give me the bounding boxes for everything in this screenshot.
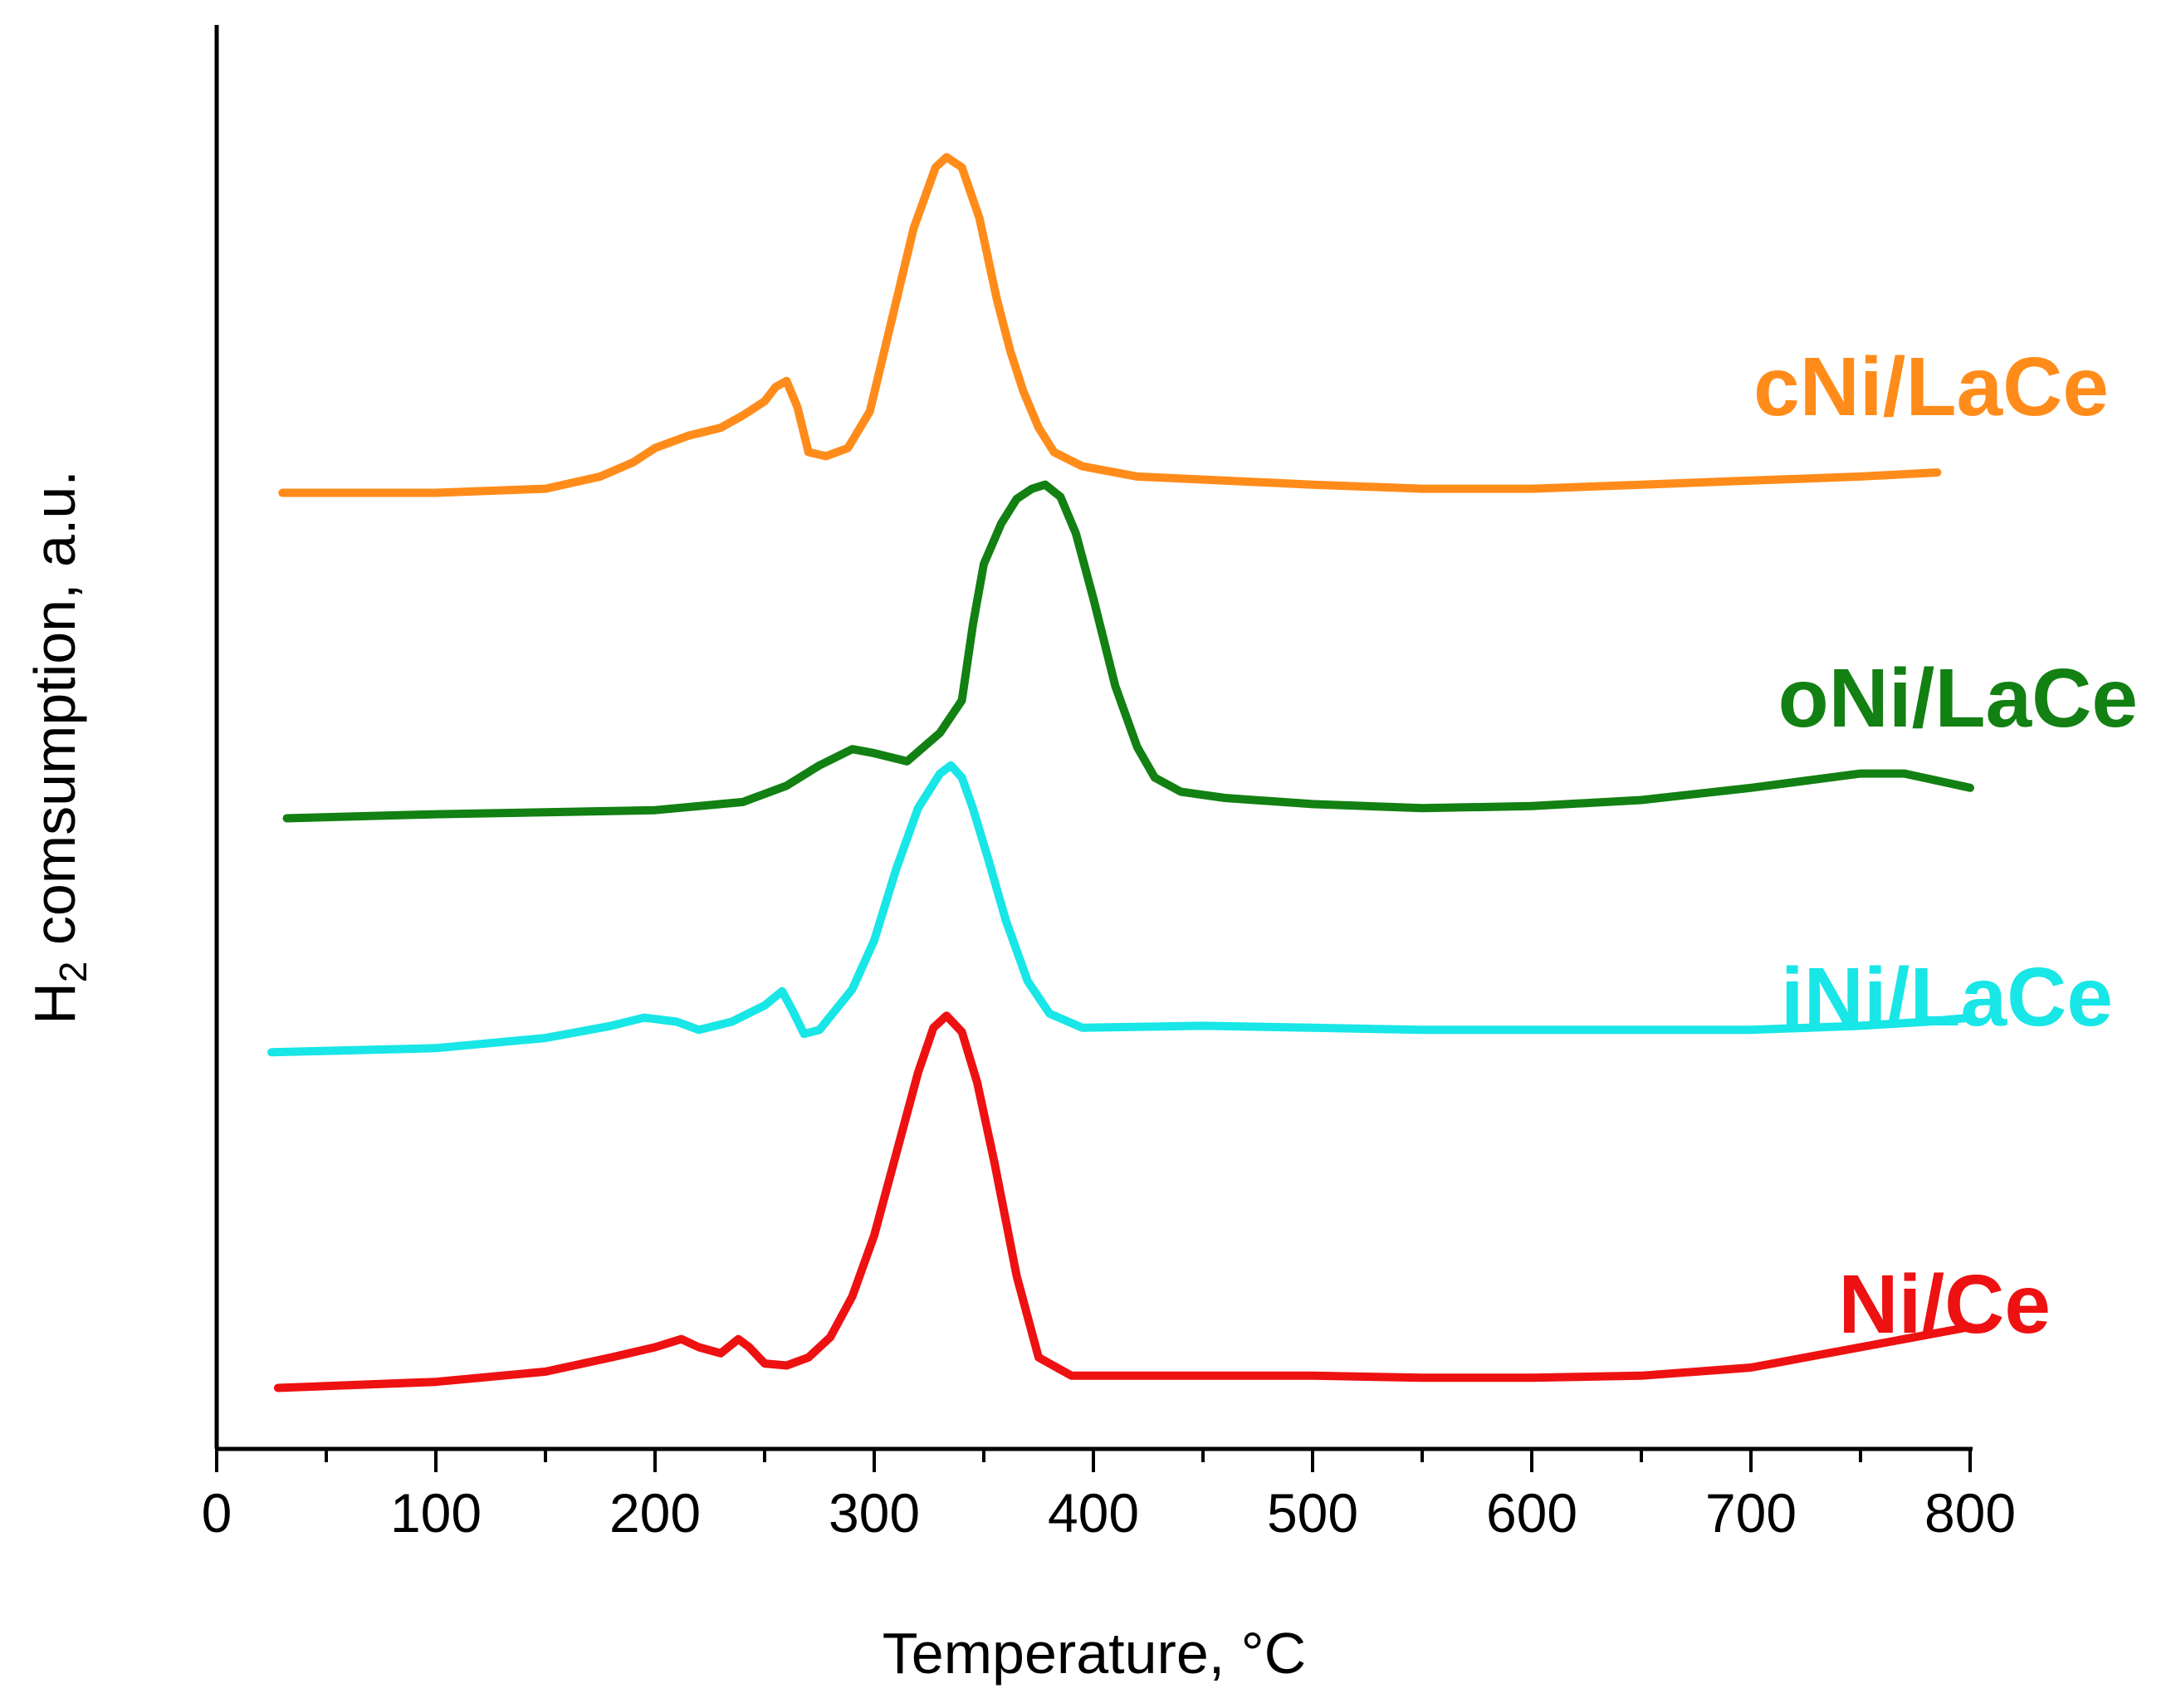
plot-area: cNi/LaCe oNi/LaCe iNi/LaCe Ni/Ce bbox=[267, 153, 2138, 1392]
x-axis-ticks: 0 100 200 300 400 500 600 700 800 bbox=[202, 1449, 2016, 1544]
x-tick-label: 500 bbox=[1267, 1482, 1358, 1544]
x-tick-label: 600 bbox=[1486, 1482, 1577, 1544]
x-tick-label: 800 bbox=[1924, 1482, 2016, 1544]
series-line-cni-lace bbox=[278, 153, 1942, 497]
x-tick-label: 0 bbox=[202, 1482, 232, 1544]
series-label-cni-lace: cNi/LaCe bbox=[1753, 340, 2109, 433]
x-tick-label: 700 bbox=[1705, 1482, 1797, 1544]
y-axis-title-rest: comsumption, a.u. bbox=[22, 470, 87, 961]
x-axis-title: Temperature, °C bbox=[883, 1621, 1306, 1686]
series-label-ini-lace: iNi/LaCe bbox=[1781, 951, 2113, 1044]
axes bbox=[214, 25, 1973, 1451]
series-label-oni-lace: oNi/LaCe bbox=[1778, 652, 2138, 745]
series-label-ni-ce: Ni/Ce bbox=[1838, 1258, 2051, 1351]
x-tick-label: 200 bbox=[609, 1482, 701, 1544]
series-line-oni-lace bbox=[282, 480, 1974, 823]
series-line-ni-ce bbox=[273, 1011, 1974, 1392]
x-tick-label: 400 bbox=[1048, 1482, 1139, 1544]
x-tick-label: 300 bbox=[829, 1482, 920, 1544]
y-axis-title: H2 comsumption, a.u. bbox=[22, 470, 95, 1025]
x-tick-label: 100 bbox=[390, 1482, 482, 1544]
y-axis-title-main: H bbox=[22, 982, 87, 1025]
y-axis-title-subscript: 2 bbox=[51, 962, 95, 983]
series-line-ini-lace bbox=[267, 761, 1974, 1057]
